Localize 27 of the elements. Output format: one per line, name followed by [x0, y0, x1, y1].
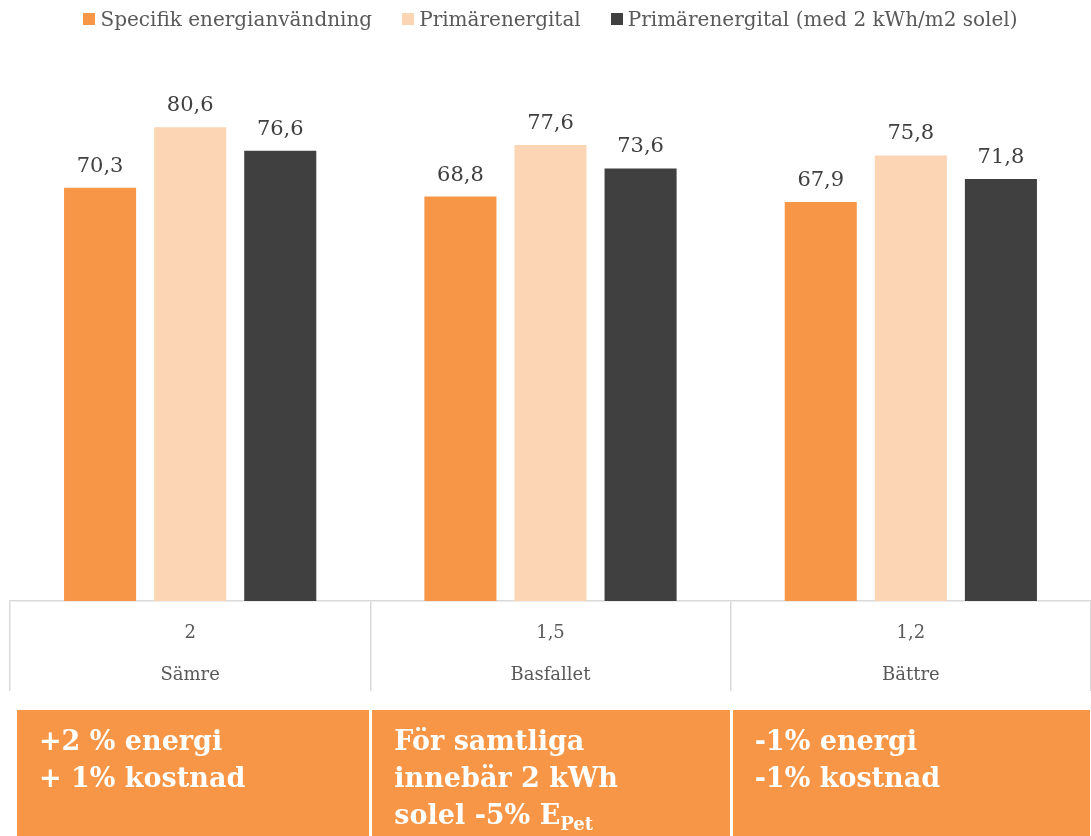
data-label: 80,6: [166, 92, 214, 117]
bar: [424, 196, 497, 601]
legend-label: Primärenergital: [419, 6, 581, 32]
data-label: 73,6: [617, 133, 664, 158]
bar: [514, 144, 587, 601]
x-tick-label: 1,2 Bättre: [881, 621, 940, 684]
legend-label: Primärenergital (med 2 kWh/m2 solel): [627, 6, 1018, 32]
x-tick-label: 2 Sämre: [160, 621, 220, 684]
legend-label: Specifik energianvändning: [100, 6, 373, 32]
note-box: -1% energi -1% kostnad: [732, 710, 1090, 836]
bar: [964, 178, 1037, 601]
data-label: 75,8: [887, 120, 935, 145]
bar: [604, 168, 677, 601]
note-box: För samtliga innebär 2 kWh solel -5% E$_{Pet}$: [372, 710, 730, 836]
data-label: 68,8: [437, 161, 484, 186]
data-label: 77,6: [527, 109, 574, 134]
bar: [244, 150, 317, 601]
data-label: 76,6: [256, 115, 304, 140]
data-label: 70,3: [76, 152, 124, 177]
data-label: 67,9: [797, 166, 845, 191]
x-tick-label: 1,5 Basfallet: [510, 621, 592, 684]
bar: [64, 187, 137, 601]
bar: [784, 201, 857, 601]
bar: [154, 127, 227, 601]
bar: [874, 155, 947, 601]
data-label: 71,8: [977, 143, 1025, 168]
note-box: +2 % energi + 1% kostnad: [17, 710, 370, 836]
